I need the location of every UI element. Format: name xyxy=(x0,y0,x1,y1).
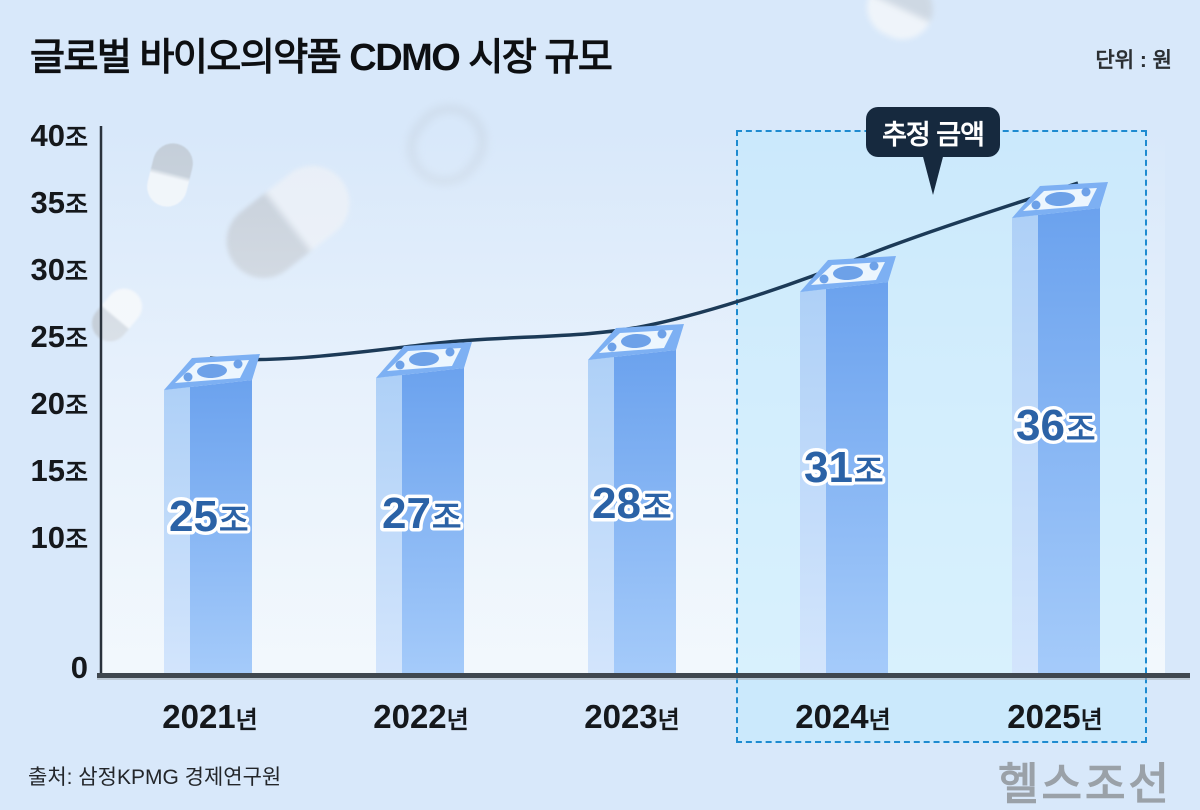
bar-2021 xyxy=(164,354,260,676)
bar-2023 xyxy=(588,324,684,676)
bar-value-label: 28 조 xyxy=(589,476,675,532)
x-tick-2022: 2022년 xyxy=(373,698,469,735)
y-tick-0: 0 xyxy=(70,650,88,685)
bar-value-label: 36 조 xyxy=(1013,398,1099,454)
trend-line xyxy=(209,181,1079,362)
svg-text:조: 조 xyxy=(642,489,671,525)
y-tick-20: 20조 xyxy=(30,386,89,421)
page-title: 글로벌 바이오의약품 CDMO 시장 규모 xyxy=(30,37,613,79)
bar-value-label: 27 조 xyxy=(379,486,465,542)
x-axis-line xyxy=(97,673,1190,678)
estimated-amount-callout: 추정 금액 xyxy=(866,107,1000,157)
svg-text:조: 조 xyxy=(854,453,883,489)
y-tick-25: 25조 xyxy=(30,319,89,354)
y-tick-10: 10조 xyxy=(30,520,89,555)
x-axis-shadow xyxy=(97,678,1190,680)
banknote-icon xyxy=(376,342,472,378)
svg-text:조: 조 xyxy=(219,502,248,538)
bar-2024 xyxy=(800,256,896,676)
svg-text:28: 28 xyxy=(592,479,641,528)
healthchosun-logo: 헬스조선 xyxy=(998,760,1172,809)
unit-label: 단위 : 원 xyxy=(1095,49,1172,72)
banknote-icon xyxy=(588,324,684,360)
bar-value-label: 31 조 xyxy=(801,440,887,496)
banknote-icon xyxy=(164,354,260,390)
bar-value-label: 25 조 xyxy=(166,489,252,545)
source-text: 출처: 삼정KPMG 경제연구원 xyxy=(28,766,282,789)
svg-text:27: 27 xyxy=(382,489,431,538)
x-tick-2025: 2025년 xyxy=(1007,698,1103,735)
x-tick-2023: 2023년 xyxy=(584,698,680,735)
svg-text:36: 36 xyxy=(1016,401,1065,450)
bar-2025 xyxy=(1012,182,1108,676)
svg-text:31: 31 xyxy=(804,443,853,492)
y-tick-35: 35조 xyxy=(30,185,89,220)
y-tick-15: 15조 xyxy=(30,453,89,488)
x-tick-2021: 2021년 xyxy=(162,698,258,735)
banknote-icon xyxy=(800,256,896,292)
callout-pointer-icon xyxy=(922,153,944,195)
banknote-icon xyxy=(1012,182,1108,218)
bar-2022 xyxy=(376,342,472,676)
svg-text:25: 25 xyxy=(169,492,218,541)
y-tick-30: 30조 xyxy=(30,252,89,287)
y-tick-40: 40조 xyxy=(30,118,89,153)
x-tick-2024: 2024년 xyxy=(795,698,891,735)
svg-text:조: 조 xyxy=(1066,411,1095,447)
svg-text:조: 조 xyxy=(432,499,461,535)
